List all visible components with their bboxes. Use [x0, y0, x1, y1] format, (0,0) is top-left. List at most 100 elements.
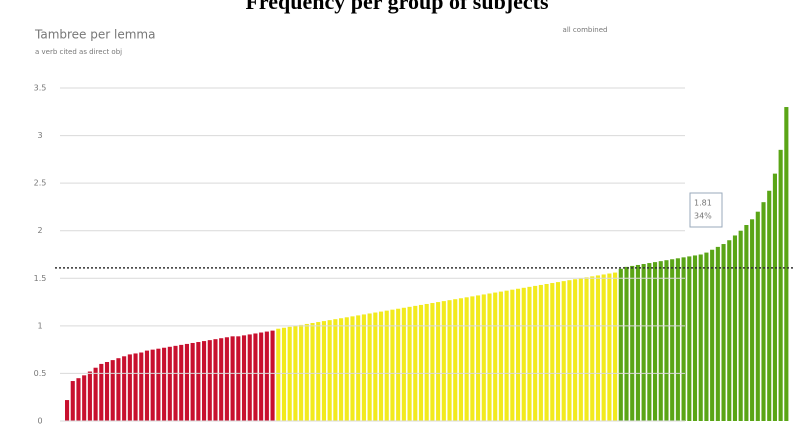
bar — [310, 323, 315, 421]
bar — [738, 230, 743, 421]
bar — [533, 285, 538, 421]
bar — [230, 336, 235, 421]
bar — [99, 363, 104, 421]
bar — [259, 332, 264, 421]
bar — [750, 219, 755, 421]
bar — [504, 290, 509, 421]
bar — [276, 328, 281, 421]
chart-subtitle: Tambree per lemma — [34, 28, 155, 42]
bar — [407, 306, 412, 421]
bar — [173, 345, 178, 421]
bar — [224, 337, 229, 421]
bar — [316, 322, 321, 421]
bar — [476, 295, 481, 421]
bar — [658, 261, 663, 421]
bar — [162, 347, 167, 421]
bar — [584, 277, 589, 421]
bar — [202, 341, 207, 421]
bar — [150, 349, 155, 421]
y-tick-label: 3 — [37, 131, 42, 140]
bar — [264, 331, 269, 421]
bar — [515, 288, 521, 421]
bar — [167, 346, 172, 421]
bar — [453, 299, 458, 421]
bar — [767, 190, 772, 421]
bar — [538, 284, 543, 421]
bar — [521, 287, 526, 421]
bar — [527, 286, 532, 421]
bar — [116, 358, 121, 421]
bar — [470, 296, 475, 421]
bar — [333, 319, 338, 421]
bar — [384, 310, 389, 421]
bar — [641, 264, 646, 421]
chart-title: Frequency per group of subjects — [245, 0, 549, 14]
bar — [487, 293, 492, 421]
bar — [493, 292, 498, 421]
bar — [424, 303, 429, 421]
bar — [595, 275, 601, 421]
bar — [65, 400, 70, 421]
bar — [344, 317, 349, 421]
bar — [652, 262, 658, 421]
bar — [687, 256, 692, 421]
bar — [555, 282, 561, 421]
bar — [704, 252, 709, 421]
bar — [179, 344, 184, 421]
bar — [567, 280, 572, 421]
bar — [630, 265, 635, 421]
bar — [710, 249, 715, 421]
legend-text: all combined — [563, 26, 608, 34]
bar — [578, 278, 583, 421]
bar — [744, 225, 749, 421]
bar — [350, 316, 355, 421]
bar — [356, 315, 361, 421]
bar — [378, 311, 384, 421]
bar — [82, 375, 87, 421]
bar — [247, 334, 252, 421]
bar — [219, 338, 224, 421]
bar — [436, 302, 441, 421]
bar — [772, 173, 777, 421]
tooltip-line: 1.81 — [694, 199, 712, 208]
bar — [573, 279, 578, 421]
bar — [727, 240, 732, 421]
bar — [607, 273, 612, 421]
bar — [367, 313, 372, 421]
bar — [361, 314, 366, 421]
y-tick-label: 2 — [37, 226, 42, 235]
bar — [624, 266, 629, 421]
bar — [236, 336, 241, 421]
bar — [390, 309, 395, 421]
bar — [184, 343, 189, 421]
bar — [110, 360, 115, 421]
bar — [732, 235, 738, 421]
bar — [761, 202, 766, 421]
y-tick-label: 0.5 — [34, 369, 47, 378]
bar — [458, 298, 464, 421]
bar — [133, 353, 138, 421]
tooltip-box — [689, 192, 723, 228]
y-tick-label: 3.5 — [34, 84, 47, 93]
bar — [670, 259, 675, 421]
bar — [721, 244, 726, 421]
bar — [618, 268, 623, 421]
bar — [122, 356, 127, 421]
bar — [253, 333, 258, 421]
y-tick-label: 0 — [37, 417, 42, 426]
bar — [635, 264, 640, 421]
bar — [675, 258, 680, 421]
bar — [464, 297, 469, 421]
bar — [755, 211, 760, 421]
bar — [561, 281, 566, 421]
bar — [550, 283, 555, 421]
bar — [196, 342, 201, 421]
bar — [698, 254, 703, 421]
bar — [778, 149, 783, 422]
bar — [144, 350, 150, 421]
tooltip: 1.81 34% — [689, 192, 723, 228]
bar — [692, 255, 698, 421]
bar — [321, 321, 326, 421]
bar — [213, 339, 218, 421]
